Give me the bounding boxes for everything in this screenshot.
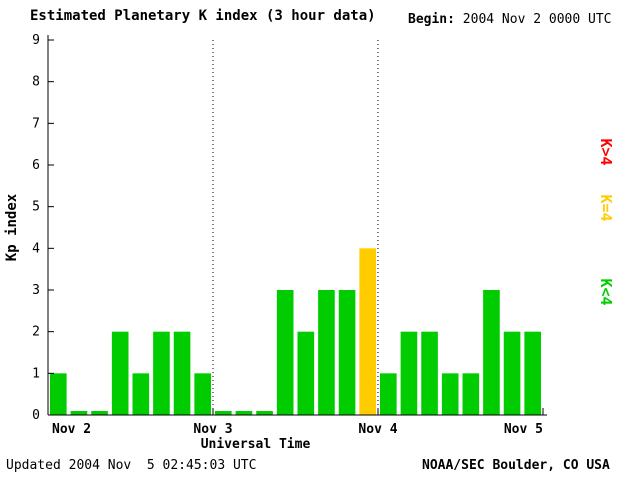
- x-axis-label: Universal Time: [201, 437, 311, 452]
- kp-bar: [70, 411, 88, 415]
- y-tick-label: 2: [32, 325, 40, 340]
- kp-bar: [359, 248, 376, 415]
- legend-label: K>4: [597, 138, 615, 165]
- kp-bar: [194, 373, 211, 415]
- kp-bar: [462, 373, 480, 415]
- kp-bar: [421, 331, 438, 415]
- y-tick-label: 9: [32, 33, 40, 48]
- legend-label: K<4: [597, 278, 615, 305]
- legend-label: K=4: [597, 194, 615, 221]
- kp-bar: [91, 411, 108, 415]
- kp-bar: [256, 411, 273, 415]
- attribution: NOAA/SEC Boulder, CO USA: [422, 458, 610, 473]
- y-tick-label: 0: [32, 408, 40, 423]
- kp-bar: [215, 411, 232, 415]
- y-tick-label: 6: [32, 158, 40, 173]
- kp-bar: [503, 331, 521, 415]
- y-tick-label: 8: [32, 75, 40, 90]
- kp-bar: [338, 290, 356, 415]
- x-tick-label: Nov 3: [193, 422, 232, 437]
- kp-bar: [50, 373, 67, 415]
- begin-label: Begin:: [408, 12, 455, 27]
- begin-timestamp: Begin: 2004 Nov 2 0000 UTC: [408, 12, 612, 27]
- y-tick-label: 3: [32, 283, 40, 298]
- updated-timestamp: Updated 2004 Nov 5 02:45:03 UTC: [6, 458, 257, 473]
- x-tick-label: Nov 5: [504, 422, 543, 437]
- y-tick-label: 1: [32, 366, 40, 381]
- kp-bar: [297, 331, 315, 415]
- kp-bar: [173, 331, 191, 415]
- kp-bar: [483, 290, 500, 415]
- kp-bar: [235, 411, 253, 415]
- kp-bar: [153, 331, 170, 415]
- kp-bar: [380, 373, 397, 415]
- chart-title: Estimated Planetary K index (3 hour data…: [30, 8, 376, 24]
- kp-bar: [111, 331, 129, 415]
- kp-bar: [132, 373, 150, 415]
- kp-bar: [276, 290, 294, 415]
- kp-bar: [318, 290, 335, 415]
- x-tick-label: Nov 2: [52, 422, 91, 437]
- kp-bar: [524, 331, 541, 415]
- kp-bar: [441, 373, 459, 415]
- y-tick-label: 7: [32, 116, 40, 131]
- y-axis-label: Kp index: [4, 193, 20, 261]
- y-tick-label: 4: [32, 241, 40, 256]
- begin-value: 2004 Nov 2 0000 UTC: [462, 12, 612, 27]
- x-tick-label: Nov 4: [358, 422, 397, 437]
- y-tick-label: 5: [32, 200, 40, 215]
- kp-bar: [400, 331, 418, 415]
